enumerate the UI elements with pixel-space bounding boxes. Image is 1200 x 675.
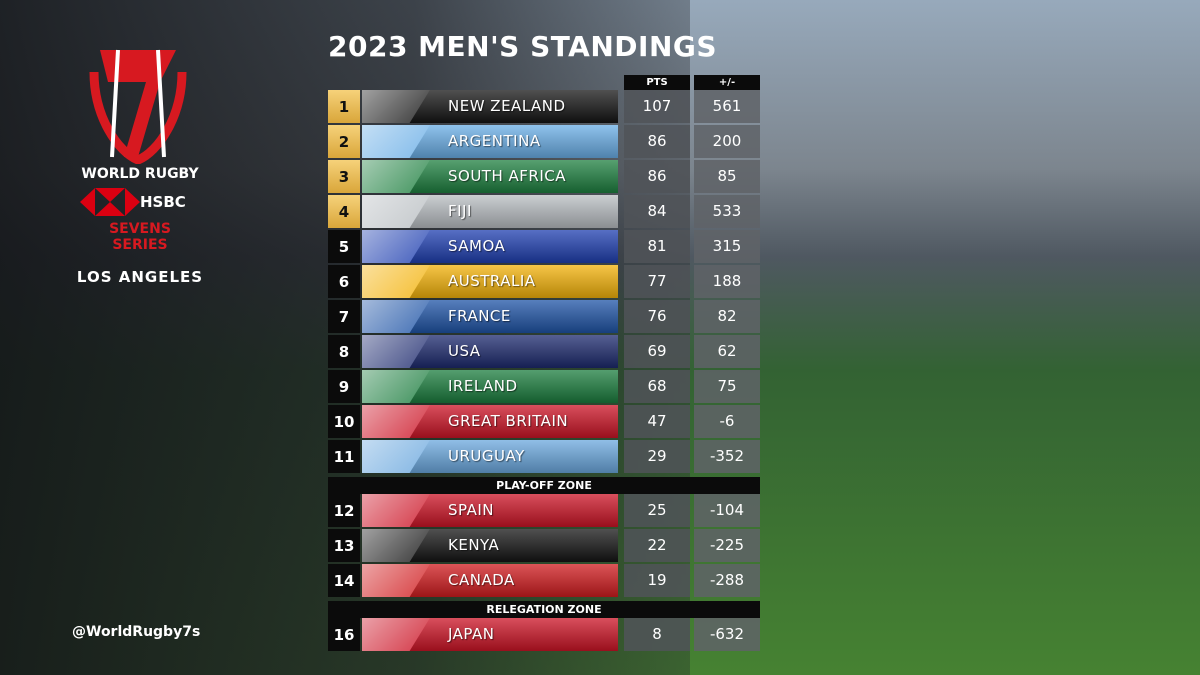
standing-row: 16 JAPAN 8 -632 <box>328 618 760 651</box>
point-difference: -288 <box>694 564 760 597</box>
standing-row: 1 NEW ZEALAND 107 561 <box>328 90 760 123</box>
team-flag <box>362 564 430 597</box>
points: 19 <box>624 564 690 597</box>
point-difference: 200 <box>694 125 760 158</box>
points: 69 <box>624 335 690 368</box>
point-difference: 533 <box>694 195 760 228</box>
points: 77 <box>624 265 690 298</box>
rank: 10 <box>328 405 360 438</box>
rank: 2 <box>328 125 360 158</box>
team-name: IRELAND <box>448 377 518 395</box>
points: 47 <box>624 405 690 438</box>
team-name: JAPAN <box>448 625 495 643</box>
standing-row: 8 USA 69 62 <box>328 335 760 368</box>
team-name: SOUTH AFRICA <box>448 167 566 185</box>
points: 29 <box>624 440 690 473</box>
points: 81 <box>624 230 690 263</box>
standing-row: 10 GREAT BRITAIN 47 -6 <box>328 405 760 438</box>
team-flag <box>362 195 430 228</box>
rank: 12 <box>328 494 360 527</box>
standing-row: 3 SOUTH AFRICA 86 85 <box>328 160 760 193</box>
points: 84 <box>624 195 690 228</box>
team-name: URUGUAY <box>448 447 525 465</box>
standing-row: 9 IRELAND 68 75 <box>328 370 760 403</box>
point-difference: -104 <box>694 494 760 527</box>
rank: 9 <box>328 370 360 403</box>
team-name: CANADA <box>448 571 515 589</box>
rank: 1 <box>328 90 360 123</box>
points: 76 <box>624 300 690 333</box>
team-name: AUSTRALIA <box>448 272 536 290</box>
points: 8 <box>624 618 690 651</box>
standing-row: 4 FIJI 84 533 <box>328 195 760 228</box>
team-name: USA <box>448 342 481 360</box>
logo-seven <box>89 49 187 164</box>
team-flag <box>362 300 430 333</box>
team-name: ARGENTINA <box>448 132 541 150</box>
point-difference: 82 <box>694 300 760 333</box>
team-name: FIJI <box>448 202 472 220</box>
point-difference: -352 <box>694 440 760 473</box>
point-difference: -225 <box>694 529 760 562</box>
standing-row: 7 FRANCE 76 82 <box>328 300 760 333</box>
point-difference: 561 <box>694 90 760 123</box>
standing-row: 6 AUSTRALIA 77 188 <box>328 265 760 298</box>
rank: 6 <box>328 265 360 298</box>
point-difference: 75 <box>694 370 760 403</box>
team-name: KENYA <box>448 536 500 554</box>
series: SEVENS SERIES <box>109 221 171 253</box>
logo-lines <box>110 49 166 158</box>
point-difference: -6 <box>694 405 760 438</box>
venue: LOS ANGELES <box>76 268 204 286</box>
point-difference: 315 <box>694 230 760 263</box>
points: 68 <box>624 370 690 403</box>
points: 86 <box>624 160 690 193</box>
logo-shape <box>100 50 176 157</box>
points: 25 <box>624 494 690 527</box>
point-difference: -632 <box>694 618 760 651</box>
rank: 5 <box>328 230 360 263</box>
zone-divider: PLAY-OFF ZONE <box>328 477 760 494</box>
logo-arc <box>89 71 187 164</box>
standing-row: 5 SAMOA 81 315 <box>328 230 760 263</box>
rank: 3 <box>328 160 360 193</box>
team-name: SPAIN <box>448 501 495 519</box>
point-difference: 85 <box>694 160 760 193</box>
standing-row: 2 ARGENTINA 86 200 <box>328 125 760 158</box>
sponsor-logo <box>80 188 140 216</box>
rank: 16 <box>328 618 360 651</box>
standing-row: 11 URUGUAY 29 -352 <box>328 440 760 473</box>
team-name: GREAT BRITAIN <box>448 412 569 430</box>
rank: 14 <box>328 564 360 597</box>
title: 2023 MEN'S STANDINGS <box>328 30 718 63</box>
rank: 8 <box>328 335 360 368</box>
standing-row: 12 SPAIN 25 -104 <box>328 494 760 527</box>
column-header: PTS <box>624 75 690 90</box>
sponsor: HSBC <box>140 193 186 211</box>
points: 107 <box>624 90 690 123</box>
rank: 7 <box>328 300 360 333</box>
point-difference: 188 <box>694 265 760 298</box>
team-flag <box>362 230 430 263</box>
team-name: FRANCE <box>448 307 511 325</box>
zone-divider: RELEGATION ZONE <box>328 601 760 618</box>
standing-row: 13 KENYA 22 -225 <box>328 529 760 562</box>
points: 86 <box>624 125 690 158</box>
rank: 4 <box>328 195 360 228</box>
team-name: NEW ZEALAND <box>448 97 566 115</box>
organisation: WORLD RUGBY <box>81 166 199 182</box>
rank: 11 <box>328 440 360 473</box>
standing-row: 14 CANADA 19 -288 <box>328 564 760 597</box>
social-handle: @WorldRugby7s <box>72 624 201 640</box>
column-header: +/- <box>694 75 760 90</box>
team-name: SAMOA <box>448 237 506 255</box>
points: 22 <box>624 529 690 562</box>
point-difference: 62 <box>694 335 760 368</box>
rank: 13 <box>328 529 360 562</box>
